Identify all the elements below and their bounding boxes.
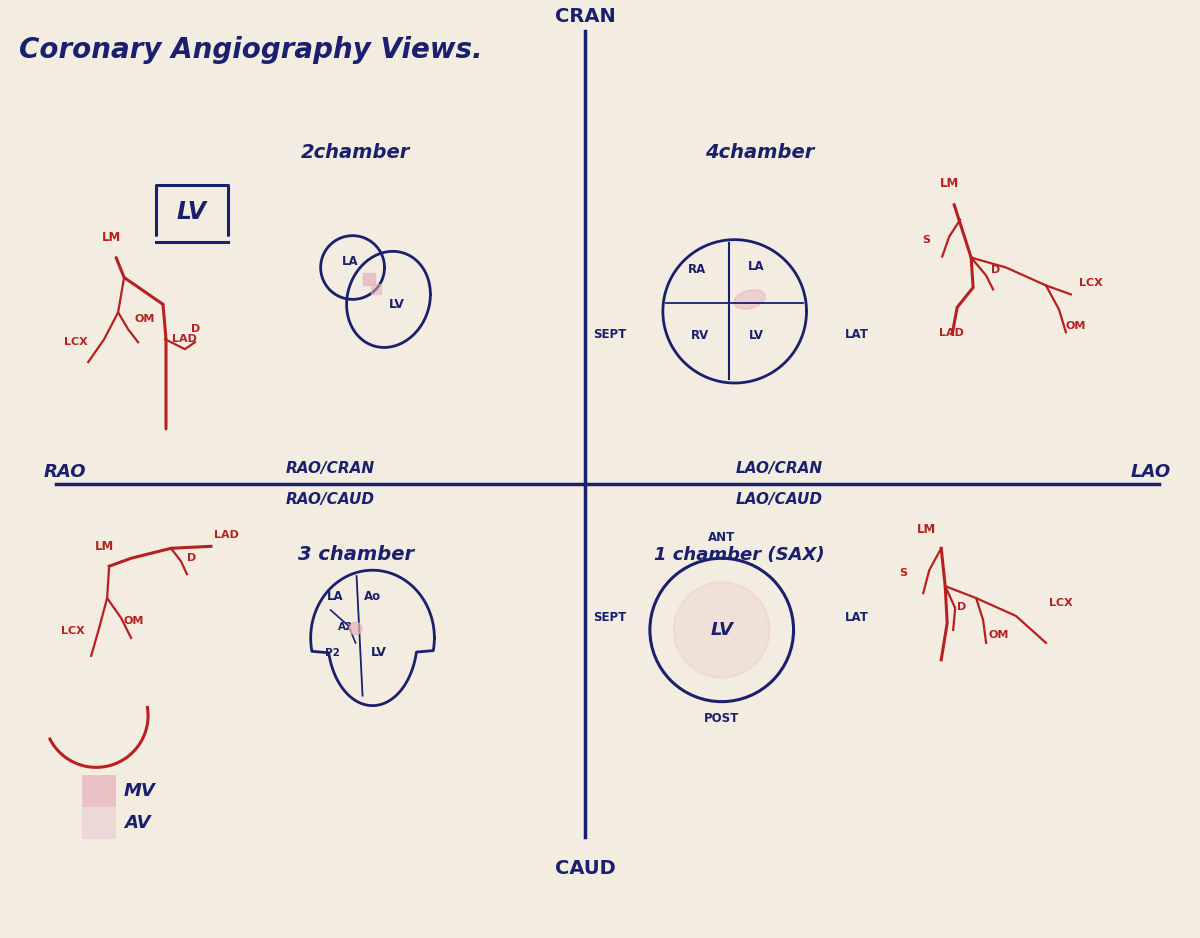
Text: OM: OM <box>134 314 155 325</box>
Text: RAO/CRAN: RAO/CRAN <box>286 461 376 476</box>
Text: LAO/CAUD: LAO/CAUD <box>736 492 823 507</box>
Text: LAD: LAD <box>940 328 964 339</box>
Ellipse shape <box>734 290 766 309</box>
Text: LV: LV <box>710 621 733 639</box>
Text: 2chamber: 2chamber <box>301 143 410 162</box>
FancyBboxPatch shape <box>83 808 116 839</box>
Text: SEPT: SEPT <box>593 327 626 340</box>
Text: Ao: Ao <box>364 590 382 603</box>
Text: ANT: ANT <box>708 531 736 544</box>
Text: OM: OM <box>988 630 1008 640</box>
Text: LCX: LCX <box>1049 598 1073 608</box>
Text: LAO: LAO <box>1130 462 1171 480</box>
Text: LV: LV <box>176 200 206 224</box>
Text: D: D <box>991 265 1001 275</box>
Text: LCX: LCX <box>1079 279 1103 289</box>
Text: LAT: LAT <box>845 327 869 340</box>
Text: RV: RV <box>691 329 709 342</box>
Text: CAUD: CAUD <box>554 859 616 878</box>
Text: A2: A2 <box>338 622 353 632</box>
Text: Coronary Angiography Views.: Coronary Angiography Views. <box>19 36 482 64</box>
Text: D: D <box>187 553 197 563</box>
Text: LAO/CRAN: LAO/CRAN <box>736 461 823 476</box>
Text: LA: LA <box>328 590 344 603</box>
Text: D: D <box>958 602 966 612</box>
Text: 1 chamber (SAX): 1 chamber (SAX) <box>654 546 824 565</box>
Text: LAD: LAD <box>214 530 239 540</box>
Text: SEPT: SEPT <box>593 612 626 625</box>
Text: LCX: LCX <box>61 626 85 636</box>
Text: LM: LM <box>917 523 936 537</box>
Text: LV: LV <box>371 646 386 658</box>
Text: LAT: LAT <box>845 612 869 625</box>
Text: MV: MV <box>124 782 156 800</box>
Text: LV: LV <box>749 329 764 342</box>
FancyBboxPatch shape <box>83 776 116 808</box>
Text: OM: OM <box>1066 321 1086 331</box>
Text: LA: LA <box>342 255 359 268</box>
Text: LCX: LCX <box>65 337 88 347</box>
Text: RAO: RAO <box>43 462 85 480</box>
Text: D: D <box>191 325 200 334</box>
Text: S: S <box>923 234 930 245</box>
Text: RA: RA <box>688 264 706 277</box>
Text: LA: LA <box>749 260 764 273</box>
Text: P2: P2 <box>325 648 340 658</box>
Text: RAO/CAUD: RAO/CAUD <box>286 492 376 507</box>
Circle shape <box>674 582 769 678</box>
Text: AV: AV <box>124 814 151 832</box>
Text: 4chamber: 4chamber <box>704 143 815 162</box>
Text: POST: POST <box>704 712 739 724</box>
Text: LV: LV <box>389 298 404 310</box>
Text: LAD: LAD <box>172 334 197 344</box>
Text: S: S <box>899 568 907 578</box>
Text: OM: OM <box>124 616 144 626</box>
Text: LM: LM <box>102 231 121 244</box>
Text: CRAN: CRAN <box>554 7 616 25</box>
Text: LM: LM <box>940 177 959 189</box>
Text: 3 chamber: 3 chamber <box>298 545 414 565</box>
Text: LM: LM <box>95 540 114 553</box>
